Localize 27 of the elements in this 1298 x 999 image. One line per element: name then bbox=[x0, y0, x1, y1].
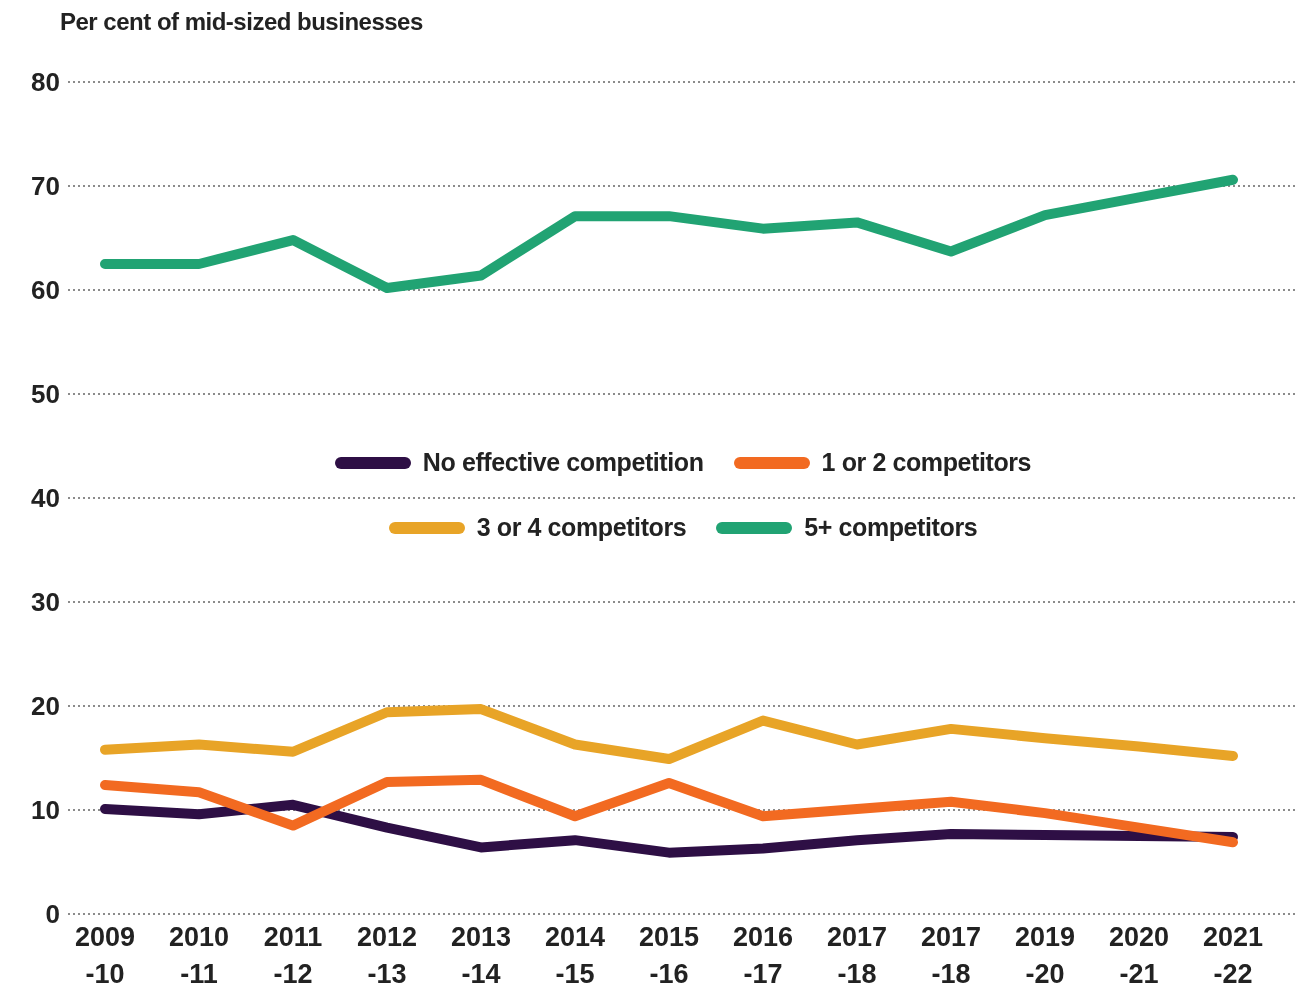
y-tick-label: 30 bbox=[31, 587, 60, 618]
x-tick-label: 2011 -12 bbox=[263, 922, 323, 989]
y-tick-label: 0 bbox=[45, 899, 60, 930]
legend-label: 3 or 4 competitors bbox=[476, 513, 687, 542]
x-tick-label: 2015 -16 bbox=[638, 922, 700, 989]
x-tick-label: 2016 -17 bbox=[732, 922, 794, 989]
x-tick-label: 2017 -18 bbox=[920, 922, 982, 989]
x-tick-label: 2019 -20 bbox=[1014, 922, 1076, 989]
y-tick-label: 60 bbox=[31, 275, 60, 306]
y-tick-label: 70 bbox=[31, 171, 60, 202]
x-tick-label: 2021 -22 bbox=[1202, 922, 1264, 989]
y-tick-label: 80 bbox=[31, 67, 60, 98]
y-tick-label: 50 bbox=[31, 379, 60, 410]
x-tick-label: 2012 -13 bbox=[356, 922, 418, 989]
y-tick-label: 20 bbox=[31, 691, 60, 722]
legend-label: No effective competition bbox=[422, 448, 704, 477]
x-tick-label: 2020 -21 bbox=[1108, 922, 1170, 989]
y-axis-title: Per cent of mid-sized businesses bbox=[60, 8, 423, 36]
x-tick-label: 2009 -10 bbox=[74, 922, 136, 989]
x-tick-label: 2017 -18 bbox=[826, 922, 888, 989]
x-tick-label: 2014 -15 bbox=[544, 922, 606, 989]
legend-label: 5+ competitors bbox=[804, 513, 978, 542]
y-tick-label: 10 bbox=[31, 795, 60, 826]
x-tick-label: 2013 -14 bbox=[450, 922, 512, 989]
y-tick-label: 40 bbox=[31, 483, 60, 514]
x-tick-label: 2010 -11 bbox=[168, 922, 230, 989]
legend-label: 1 or 2 competitors bbox=[821, 448, 1032, 477]
